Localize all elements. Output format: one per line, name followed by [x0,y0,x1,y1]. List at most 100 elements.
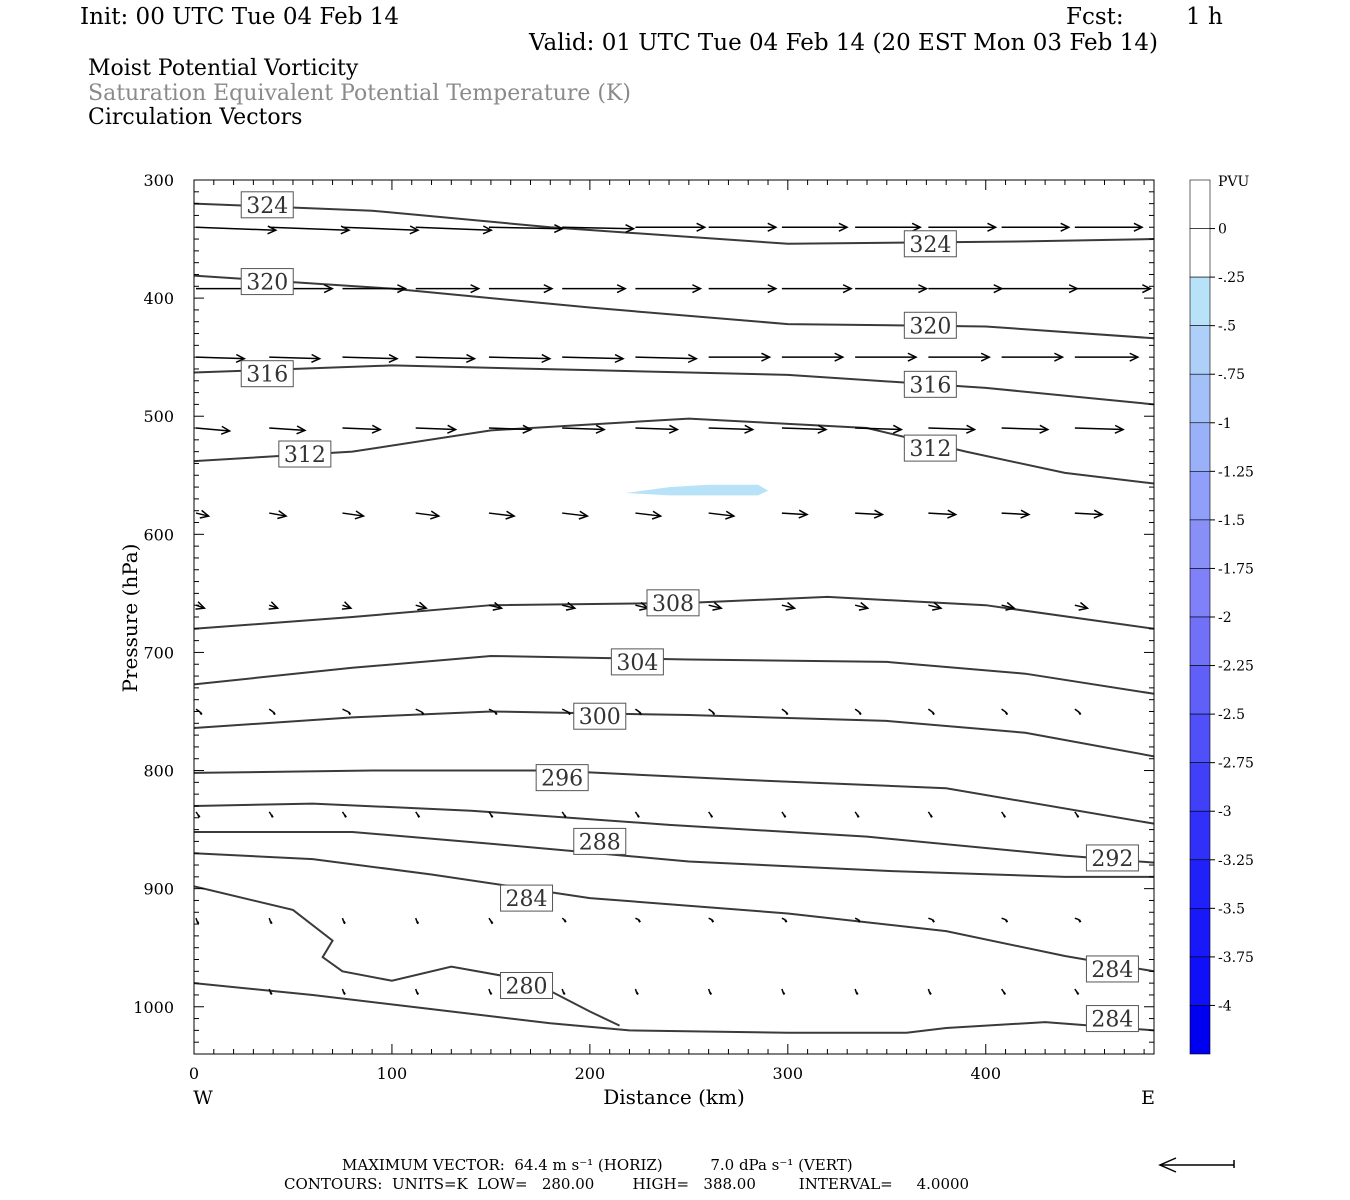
vector-head [470,284,481,294]
vector-head [1076,991,1080,996]
vector-shaft [341,917,345,922]
forecast-label: Fcst: [1066,4,1124,30]
vector-head [1054,352,1065,362]
vector-head [323,284,334,294]
contour-label: 308 [652,592,694,617]
contour-line-296 [194,769,1154,825]
vector-shaft [927,811,932,816]
colorbar-label: -3 [1218,804,1232,820]
contour-label: 292 [1091,847,1133,872]
vector-shaft [415,427,456,431]
contour-label-box [903,434,957,462]
vector-head [272,711,276,716]
vector-head [987,222,998,232]
forecast-hour: 1 h [1186,4,1223,30]
vector-head [857,919,861,923]
pv-region [625,484,769,496]
vector-head [1078,919,1082,923]
contour-info: CONTOURS: UNITS=K LOW= 280.00 HIGH= 388.… [284,1175,970,1193]
vector-head [522,424,533,434]
pv-colorbar: 0 -.25 -.5 -.75 -1 -1.25 -1.5 -1.75 -2 -2.25 -2.5 -… [1189,179,1254,1055]
vector-head [638,711,642,716]
x-axis-title: Distance (km) [603,1085,745,1109]
colorbar-label: -1 [1218,416,1232,432]
colorbar-cell [1189,616,1211,666]
vector-head [489,991,493,996]
colorbar-cell [1189,908,1211,958]
vector-head [636,814,640,818]
contour-label-box [240,360,294,388]
colorbar-cell [1189,713,1211,763]
vector-head [578,510,590,520]
vector-head [199,509,211,519]
contour-label-box [240,268,294,296]
contour-label-layer: 324 324 320 320 316 316 312 312 308 304 300 296 288 2… [240,191,1139,1033]
vector-shaft [561,988,564,993]
vector-shaft [415,917,418,922]
contour-label-box [500,971,554,999]
y-tick-label: 1000 [133,998,174,1017]
vector-head [842,284,853,294]
vector-head [1114,424,1125,434]
vector-head [482,225,494,235]
vector-shaft [1074,604,1088,609]
vector-head [708,991,713,996]
contour-label: 284 [1091,958,1133,983]
vector-shaft [1001,917,1007,921]
x-tick-label: 0 [189,1064,199,1083]
y-tick-label: 400 [143,289,174,308]
vector-head [565,601,577,611]
vector-head [834,352,845,362]
vector-head [490,920,494,925]
vector-head [505,510,516,520]
vector-shaft [268,988,271,993]
vector-shaft [195,708,201,713]
vector-head [1004,919,1009,923]
colorbar-cell [1189,568,1211,618]
vector-head [1004,711,1009,716]
colorbar-cell [1189,179,1211,229]
contour-line-320 [194,274,1154,340]
vector-shaft [268,811,272,816]
vector-shaft [707,988,711,993]
vector-head [341,601,353,610]
field-title-theta-es: Saturation Equivalent Potential Temperat… [88,81,631,106]
vector-head [892,424,904,434]
vector-shaft [341,988,345,993]
vector-head [494,711,498,716]
vector-head [907,352,918,362]
vector-shaft [1074,512,1103,516]
contour-line-292 [194,802,1154,864]
vector-shaft [561,811,565,816]
colorbar-label: -1.5 [1218,513,1245,529]
vector-head [651,510,663,520]
vector-shaft [341,811,346,816]
vector-head [296,425,307,435]
vector-head [858,711,862,716]
vector-shaft [415,226,492,231]
vector-head [855,991,859,996]
colorbar-cell [1189,471,1211,521]
colorbar-cell [1189,422,1211,472]
colorbar-label: -.5 [1218,319,1236,335]
colorbar-cell [1189,665,1211,715]
vector-shaft [708,604,722,609]
vector-shaft [269,226,350,231]
contour-label-box [278,440,332,468]
vector-shaft [488,604,502,609]
vector-shaft [781,604,795,609]
vector-head [269,991,273,996]
colorbar-label: 0 [1218,222,1227,238]
vector-shaft [634,811,639,816]
vector-shaft [927,708,934,713]
contour-label-box [500,884,554,912]
axis-tick-layer: 300 400 500 600 700 800 900 1000 0 100 200 300 400 [133,171,1154,1083]
contour-line-284 [194,852,1154,973]
vector-head [490,814,494,818]
vector-head [931,919,935,923]
vector-shaft [635,356,697,360]
vector-shaft [415,708,423,713]
colorbar-cell [1189,762,1211,812]
contour-label: 280 [506,974,548,999]
